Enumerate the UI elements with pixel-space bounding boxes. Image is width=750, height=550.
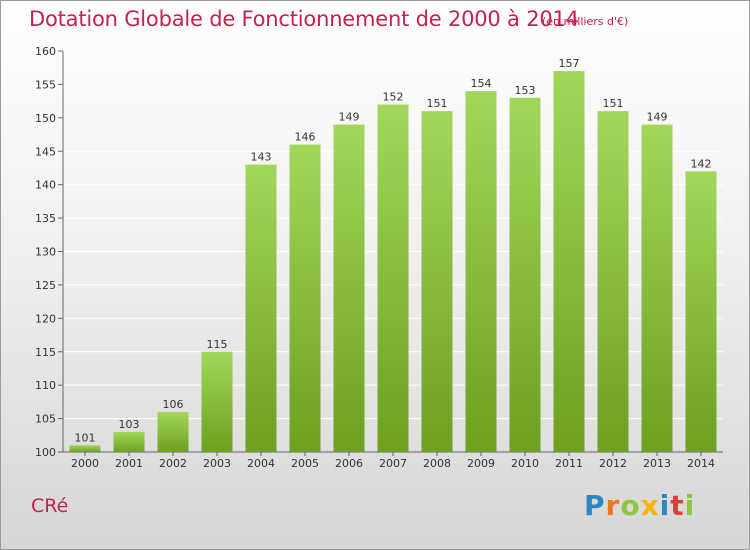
x-tick-label: 2000 — [71, 457, 99, 470]
chart-title: Dotation Globale de Fonctionnement de 20… — [29, 7, 579, 31]
logo-letter: t — [670, 489, 685, 522]
data-label: 149 — [647, 111, 668, 124]
data-label: 151 — [603, 97, 624, 110]
logo-letter: o — [620, 489, 641, 522]
bar — [377, 104, 409, 452]
bar — [421, 111, 453, 453]
data-label: 103 — [119, 418, 140, 431]
bar — [333, 124, 365, 453]
logo-letter: P — [584, 489, 606, 522]
x-tick-label: 2010 — [511, 457, 539, 470]
logo-letter: x — [640, 489, 660, 522]
data-label: 149 — [339, 111, 360, 124]
bar — [157, 411, 189, 452]
bar — [685, 171, 717, 453]
bar — [245, 164, 277, 452]
data-label: 154 — [471, 77, 492, 90]
y-tick-label: 140 — [35, 179, 56, 192]
y-tick-label: 135 — [35, 212, 56, 225]
bar — [113, 431, 145, 452]
y-tick-label: 105 — [35, 413, 56, 426]
logo-letter: r — [605, 489, 621, 522]
bar — [597, 111, 629, 453]
x-tick-label: 2005 — [291, 457, 319, 470]
bar — [641, 124, 673, 453]
bar — [69, 445, 101, 452]
bar — [465, 91, 497, 452]
y-tick-label: 150 — [35, 112, 56, 125]
x-tick-label: 2004 — [247, 457, 275, 470]
y-tick-label: 125 — [35, 279, 56, 292]
data-label: 153 — [515, 84, 536, 97]
y-tick-label: 130 — [35, 246, 56, 259]
bar — [289, 144, 321, 453]
data-label: 115 — [207, 338, 228, 351]
x-tick-label: 2014 — [687, 457, 715, 470]
y-tick-label: 115 — [35, 346, 56, 359]
logo-letter: i — [684, 489, 696, 522]
bar — [509, 97, 541, 453]
y-tick-label: 160 — [35, 45, 56, 58]
data-label: 151 — [427, 97, 448, 110]
y-tick-label: 110 — [35, 379, 56, 392]
x-tick-label: 2013 — [643, 457, 671, 470]
x-tick-label: 2003 — [203, 457, 231, 470]
x-tick-label: 2006 — [335, 457, 363, 470]
y-tick-label: 100 — [35, 446, 56, 459]
x-tick-label: 2009 — [467, 457, 495, 470]
logo-letter: i — [659, 489, 671, 522]
x-tick-label: 2011 — [555, 457, 583, 470]
x-tick-label: 2012 — [599, 457, 627, 470]
y-tick-label: 155 — [35, 78, 56, 91]
data-label: 146 — [295, 131, 316, 144]
data-label: 143 — [251, 151, 272, 164]
bar — [553, 71, 585, 453]
y-tick-label: 120 — [35, 312, 56, 325]
bar — [201, 351, 233, 452]
data-label: 152 — [383, 90, 404, 103]
x-tick-label: 2002 — [159, 457, 187, 470]
y-tick-label: 145 — [35, 145, 56, 158]
data-label: 106 — [163, 398, 184, 411]
x-tick-label: 2001 — [115, 457, 143, 470]
chart-subtitle: (en milliers d'€) — [542, 15, 629, 28]
data-label: 101 — [75, 431, 96, 444]
x-tick-label: 2008 — [423, 457, 451, 470]
data-label: 142 — [691, 157, 712, 170]
data-label: 157 — [559, 57, 580, 70]
proxiti-logo[interactable]: Proxiti — [584, 489, 695, 522]
x-tick-label: 2007 — [379, 457, 407, 470]
commune-name: CRé — [31, 495, 69, 517]
